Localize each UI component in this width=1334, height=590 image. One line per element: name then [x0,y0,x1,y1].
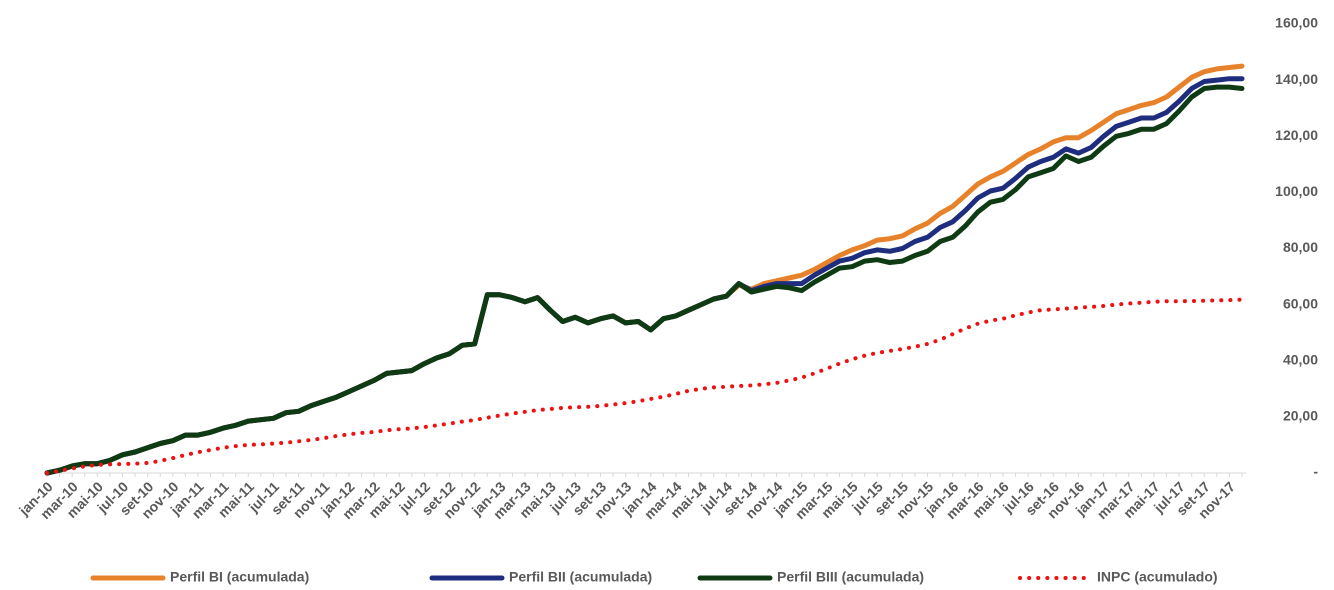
y-tick-label: 100,00 [1275,183,1318,199]
legend-label: Perfil BIII (acumulada) [777,569,924,585]
legend-label: Perfil BI (acumulada) [170,569,309,585]
y-tick-label: 80,00 [1283,239,1318,255]
y-tick-label: 120,00 [1275,127,1318,143]
y-tick-label: 160,00 [1275,15,1318,31]
legend-label: Perfil BII (acumulada) [509,569,652,585]
y-tick-label: 140,00 [1275,71,1318,87]
legend-item: INPC (acumulado) [1018,569,1218,585]
y-tick-label: - [1313,464,1318,480]
series-line [44,84,1245,476]
y-tick-label: 20,00 [1283,408,1318,424]
legend-label: INPC (acumulado) [1097,569,1218,585]
y-tick-label: 60,00 [1283,295,1318,311]
series-line [45,297,1244,475]
legend-item: Perfil BII (acumulada) [429,569,652,585]
series-line [44,63,1245,476]
legend-item: Perfil BIII (acumulada) [697,569,924,585]
legend-item: Perfil BI (acumulada) [90,569,309,585]
y-tick-label: 40,00 [1283,351,1318,367]
